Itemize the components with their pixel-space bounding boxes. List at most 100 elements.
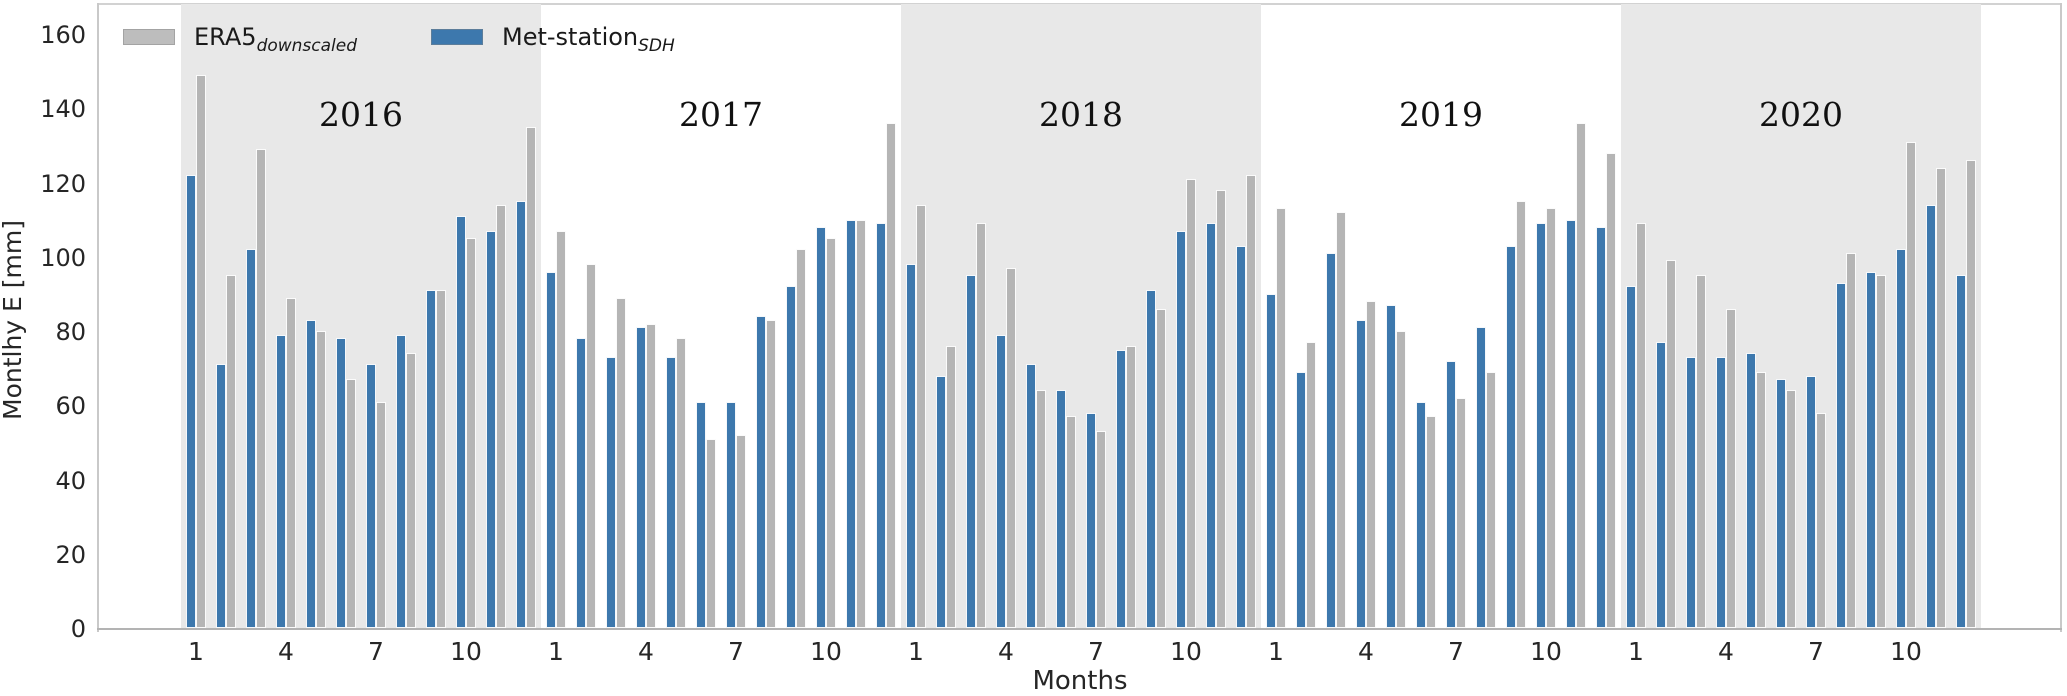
bar-ERA5_downscaled-2017-8 bbox=[766, 320, 776, 628]
y-tick-label-20: 20 bbox=[55, 540, 86, 569]
bar-ERA5_downscaled-2016-6 bbox=[346, 379, 356, 628]
bar-ERA5_downscaled-2018-6 bbox=[1066, 416, 1076, 628]
bar-Met-station_SDH-2016-5 bbox=[306, 320, 316, 628]
bar-ERA5_downscaled-2019-9 bbox=[1516, 201, 1526, 628]
bar-ERA5_downscaled-2019-11 bbox=[1576, 123, 1586, 628]
plot-area: 2016 2017 2018 2019 2020 bbox=[99, 3, 2062, 630]
bar-Met-station_SDH-2020-1 bbox=[1626, 286, 1636, 628]
bottom-spine bbox=[97, 628, 2062, 630]
x-tick-label-2018-10: 10 bbox=[1170, 637, 1202, 666]
x-axis-label: Months bbox=[1032, 666, 1128, 696]
y-tick-label-80: 80 bbox=[55, 318, 86, 346]
legend-label-era5-main: ERA5 bbox=[194, 22, 257, 51]
bar-Met-station_SDH-2020-3 bbox=[1686, 357, 1696, 628]
bar-Met-station_SDH-2017-8 bbox=[756, 316, 766, 628]
bar-ERA5_downscaled-2019-2 bbox=[1306, 342, 1316, 628]
right-spine bbox=[2060, 3, 2062, 632]
bar-Met-station_SDH-2018-10 bbox=[1176, 231, 1186, 628]
bar-Met-station_SDH-2018-2 bbox=[936, 376, 946, 628]
bar-Met-station_SDH-2018-5 bbox=[1026, 364, 1036, 628]
bar-ERA5_downscaled-2016-9 bbox=[436, 290, 446, 628]
bar-Met-station_SDH-2016-4 bbox=[276, 335, 286, 628]
bar-ERA5_downscaled-2016-12 bbox=[526, 127, 536, 628]
x-tick-label-2018-1: 1 bbox=[908, 637, 924, 666]
legend-label-met-station-sub: SDH bbox=[638, 35, 675, 56]
year-label-2019: 2019 bbox=[1399, 95, 1483, 134]
bar-Met-station_SDH-2017-9 bbox=[786, 286, 796, 628]
bar-Met-station_SDH-2020-7 bbox=[1806, 376, 1816, 628]
bar-Met-station_SDH-2017-3 bbox=[606, 357, 616, 628]
bar-ERA5_downscaled-2017-11 bbox=[856, 220, 866, 628]
bar-Met-station_SDH-2017-6 bbox=[696, 402, 706, 628]
x-tick-label-2016-10: 10 bbox=[450, 637, 482, 666]
bar-Met-station_SDH-2017-12 bbox=[876, 223, 886, 628]
bar-ERA5_downscaled-2019-8 bbox=[1486, 372, 1496, 628]
legend-label-era5: ERA5downscaled bbox=[194, 22, 357, 54]
bar-ERA5_downscaled-2018-4 bbox=[1006, 268, 1016, 628]
bar-ERA5_downscaled-2019-1 bbox=[1276, 208, 1286, 628]
bar-ERA5_downscaled-2017-6 bbox=[706, 439, 716, 628]
bar-Met-station_SDH-2020-4 bbox=[1716, 357, 1726, 628]
bar-ERA5_downscaled-2020-9 bbox=[1876, 275, 1886, 628]
bar-Met-station_SDH-2018-9 bbox=[1146, 290, 1156, 628]
bar-ERA5_downscaled-2019-3 bbox=[1336, 212, 1346, 628]
bar-Met-station_SDH-2016-9 bbox=[426, 290, 436, 628]
x-tick-label-2019-4: 4 bbox=[1358, 637, 1374, 666]
bar-ERA5_downscaled-2018-7 bbox=[1096, 431, 1106, 628]
bar-Met-station_SDH-2019-1 bbox=[1266, 294, 1276, 628]
x-tick-label-2016-7: 7 bbox=[368, 637, 384, 666]
bar-ERA5_downscaled-2018-3 bbox=[976, 223, 986, 628]
bar-ERA5_downscaled-2019-10 bbox=[1546, 208, 1556, 628]
bar-ERA5_downscaled-2018-11 bbox=[1216, 190, 1226, 628]
bar-ERA5_downscaled-2020-10 bbox=[1906, 142, 1916, 628]
x-tick-label-2020-4: 4 bbox=[1718, 637, 1734, 666]
bar-ERA5_downscaled-2017-7 bbox=[736, 435, 746, 628]
bar-Met-station_SDH-2019-2 bbox=[1296, 372, 1306, 628]
legend-entry-met-station: Met-stationSDH bbox=[431, 21, 675, 56]
bar-ERA5_downscaled-2020-3 bbox=[1696, 275, 1706, 628]
bar-Met-station_SDH-2020-11 bbox=[1926, 205, 1936, 628]
bar-Met-station_SDH-2019-7 bbox=[1446, 361, 1456, 628]
x-tick-label-2019-10: 10 bbox=[1530, 637, 1562, 666]
x-tick-label-2018-7: 7 bbox=[1088, 637, 1104, 666]
bar-ERA5_downscaled-2019-5 bbox=[1396, 331, 1406, 628]
bar-Met-station_SDH-2016-2 bbox=[216, 364, 226, 628]
bar-Met-station_SDH-2016-12 bbox=[516, 201, 526, 628]
bar-ERA5_downscaled-2017-2 bbox=[586, 264, 596, 628]
bar-Met-station_SDH-2019-6 bbox=[1416, 402, 1426, 628]
bar-Met-station_SDH-2019-3 bbox=[1326, 253, 1336, 628]
bar-ERA5_downscaled-2019-6 bbox=[1426, 416, 1436, 628]
bar-ERA5_downscaled-2017-4 bbox=[646, 324, 656, 628]
bar-ERA5_downscaled-2016-2 bbox=[226, 275, 236, 628]
bar-ERA5_downscaled-2018-2 bbox=[946, 346, 956, 628]
bar-Met-station_SDH-2020-2 bbox=[1656, 342, 1666, 628]
y-tick-label-160: 160 bbox=[40, 21, 86, 49]
year-label-2016: 2016 bbox=[319, 95, 403, 134]
bar-Met-station_SDH-2019-4 bbox=[1356, 320, 1366, 628]
y-tick-label-60: 60 bbox=[55, 392, 86, 421]
bar-ERA5_downscaled-2019-12 bbox=[1606, 153, 1616, 628]
bar-Met-station_SDH-2016-10 bbox=[456, 216, 466, 628]
x-tick-label-2017-4: 4 bbox=[638, 637, 654, 666]
bar-ERA5_downscaled-2020-5 bbox=[1756, 372, 1766, 628]
bar-ERA5_downscaled-2018-12 bbox=[1246, 175, 1256, 628]
bar-Met-station_SDH-2017-4 bbox=[636, 327, 646, 628]
bar-ERA5_downscaled-2018-8 bbox=[1126, 346, 1136, 628]
year-band-2016 bbox=[181, 4, 541, 628]
x-tick-label-2016-4: 4 bbox=[278, 637, 294, 666]
bar-Met-station_SDH-2019-10 bbox=[1536, 223, 1546, 628]
bar-Met-station_SDH-2017-10 bbox=[816, 227, 826, 628]
bar-Met-station_SDH-2020-12 bbox=[1956, 275, 1966, 628]
bar-Met-station_SDH-2018-12 bbox=[1236, 246, 1246, 628]
bar-ERA5_downscaled-2017-10 bbox=[826, 238, 836, 628]
year-label-2018: 2018 bbox=[1039, 95, 1123, 134]
bar-ERA5_downscaled-2017-9 bbox=[796, 249, 806, 628]
bar-ERA5_downscaled-2020-6 bbox=[1786, 390, 1796, 628]
legend-label-era5-sub: downscaled bbox=[256, 35, 358, 56]
x-tick-label-2018-4: 4 bbox=[998, 637, 1014, 666]
x-tick-label-2017-10: 10 bbox=[810, 637, 842, 666]
y-tick-label-120: 120 bbox=[40, 169, 86, 198]
bar-ERA5_downscaled-2016-11 bbox=[496, 205, 506, 628]
bar-ERA5_downscaled-2018-10 bbox=[1186, 179, 1196, 628]
